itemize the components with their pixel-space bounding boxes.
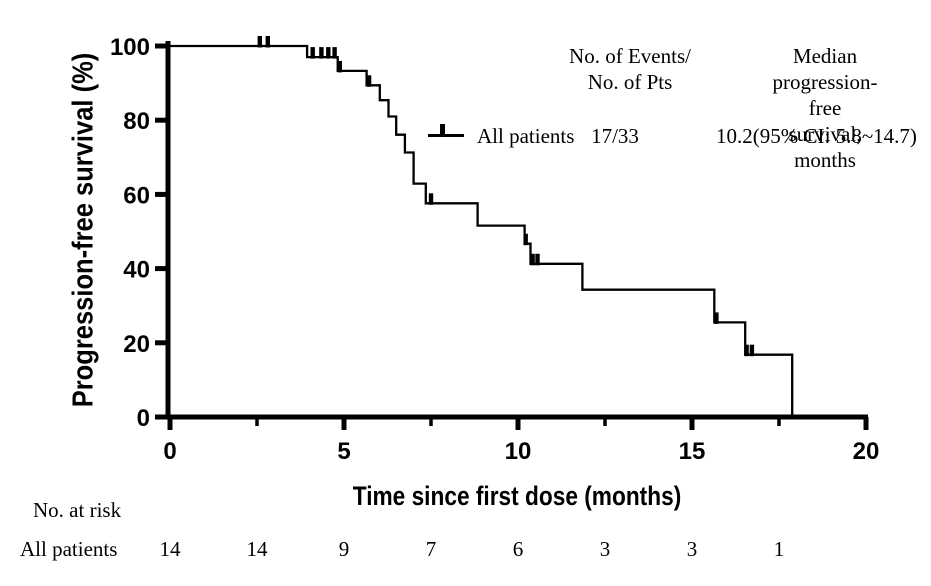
legend-header-median: Median progression-free survival, months <box>772 44 878 172</box>
censor-tick <box>714 312 719 324</box>
censor-tick <box>366 75 372 87</box>
at-risk-count: 14 <box>246 537 268 561</box>
at-risk-row-label: All patients <box>20 537 118 561</box>
x-tick-label: 15 <box>679 438 706 465</box>
legend-line <box>428 134 464 137</box>
censor-tick <box>749 344 755 357</box>
x-axis-title: Time since first dose (months) <box>352 481 682 511</box>
x-tick-label: 20 <box>853 438 880 465</box>
at-risk-title: No. at risk <box>33 498 122 522</box>
y-tick-label: 80 <box>123 108 150 135</box>
censor-tick <box>337 60 342 73</box>
y-axis-title: Progression-free survival (%) <box>67 52 100 408</box>
survival-curve <box>170 44 794 417</box>
legend-series-label: All patients <box>477 124 575 148</box>
censor-tick <box>257 36 262 48</box>
censor-tick <box>535 253 540 266</box>
y-tick-label: 20 <box>123 331 150 358</box>
censor-tick <box>310 47 315 59</box>
censor-tick <box>530 253 535 266</box>
at-risk-count: 9 <box>338 537 350 561</box>
x-tick-label: 10 <box>505 438 532 465</box>
censor-tick <box>523 233 528 246</box>
censor-tick <box>744 344 749 357</box>
at-risk-count: 1 <box>773 537 785 561</box>
legend-censor-tick <box>440 124 445 137</box>
censor-line-symbol-icon <box>428 123 464 138</box>
at-risk-count: 6 <box>512 537 524 561</box>
censor-tick <box>428 193 434 205</box>
y-tick-label: 40 <box>123 257 150 284</box>
at-risk-count: 3 <box>599 537 611 561</box>
y-tick-label: 0 <box>137 405 150 432</box>
y-tick-label: 100 <box>110 34 150 61</box>
censor-tick <box>326 47 331 59</box>
censor-tick <box>319 47 324 59</box>
x-tick-label: 5 <box>337 438 350 465</box>
at-risk-count: 3 <box>686 537 698 561</box>
censor-tick <box>265 36 270 48</box>
x-tick-label: 0 <box>163 438 176 465</box>
legend-header-events: No. of Events/ No. of Pts <box>569 44 691 94</box>
at-risk-count: 14 <box>159 537 181 561</box>
at-risk-count: 7 <box>425 537 437 561</box>
legend-events-value: 17/33 <box>591 124 639 148</box>
legend-median-value: 10.2(95% CI: 5.8~14.7) <box>716 124 917 148</box>
y-tick-label: 60 <box>123 182 150 209</box>
censor-tick <box>332 47 337 59</box>
